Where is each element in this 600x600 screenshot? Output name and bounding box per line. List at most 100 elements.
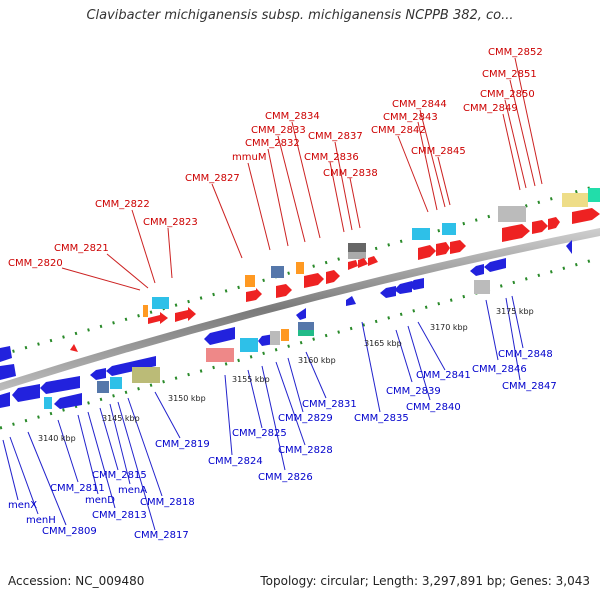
- gene-box[interactable]: [270, 331, 280, 345]
- gene-arrow[interactable]: [484, 258, 506, 272]
- gene-box[interactable]: [588, 188, 600, 202]
- gene-box[interactable]: [442, 223, 456, 235]
- gene-label[interactable]: menA: [118, 485, 147, 496]
- gene-box[interactable]: [281, 329, 289, 341]
- gene-label[interactable]: CMM_2848: [498, 349, 553, 360]
- gene-label[interactable]: CMM_2813: [92, 510, 147, 521]
- gene-arrow[interactable]: [12, 384, 40, 402]
- gene-box[interactable]: [271, 266, 284, 278]
- gene-label[interactable]: CMM_2809: [42, 526, 97, 537]
- reverse-gene-glyphs[interactable]: [0, 240, 572, 409]
- gene-label[interactable]: CMM_2821: [54, 243, 109, 254]
- gene-label[interactable]: CMM_2842: [371, 125, 426, 136]
- gene-arrow[interactable]: [204, 327, 235, 345]
- gene-arrow[interactable]: [532, 220, 548, 234]
- gene-arrow[interactable]: [175, 307, 196, 322]
- gene-box[interactable]: [562, 193, 588, 207]
- gene-label[interactable]: CMM_2819: [155, 439, 210, 450]
- gene-arrow[interactable]: [246, 288, 262, 302]
- gene-arrow[interactable]: [394, 281, 412, 294]
- gene-box[interactable]: [298, 330, 314, 336]
- gene-arrow[interactable]: [276, 284, 292, 298]
- gene-label[interactable]: CMM_2851: [482, 69, 537, 80]
- gene-label[interactable]: CMM_2833: [251, 125, 306, 136]
- gene-arrow[interactable]: [450, 240, 466, 254]
- gene-label[interactable]: CMM_2826: [258, 472, 313, 483]
- gene-label[interactable]: CMM_2846: [472, 364, 527, 375]
- gene-box[interactable]: [132, 367, 160, 383]
- gene-label[interactable]: CMM_2829: [278, 413, 333, 424]
- gene-label[interactable]: CMM_2845: [411, 146, 466, 157]
- gene-label[interactable]: CMM_2850: [480, 89, 535, 100]
- gene-arrow[interactable]: [358, 258, 368, 268]
- gene-label[interactable]: CMM_2835: [354, 413, 409, 424]
- gene-arrow[interactable]: [418, 245, 436, 260]
- gene-arrow[interactable]: [54, 393, 82, 409]
- gene-arrow[interactable]: [368, 256, 378, 266]
- gene-label[interactable]: menX: [8, 500, 37, 511]
- gene-arrow[interactable]: [408, 278, 424, 290]
- gene-label[interactable]: CMM_2825: [232, 428, 287, 439]
- gene-arrow[interactable]: [548, 217, 560, 230]
- gene-label[interactable]: CMM_2849: [463, 103, 518, 114]
- gene-box[interactable]: [296, 262, 304, 274]
- gene-label[interactable]: CMM_2832: [245, 138, 300, 149]
- gene-arrow[interactable]: [380, 286, 396, 298]
- gene-label[interactable]: CMM_2823: [143, 217, 198, 228]
- gene-label[interactable]: CMM_2844: [392, 99, 447, 110]
- gene-arrow[interactable]: [0, 346, 12, 362]
- gene-label[interactable]: CMM_2836: [304, 152, 359, 163]
- gene-box[interactable]: [44, 397, 52, 409]
- gene-box[interactable]: [143, 305, 148, 317]
- gene-arrow[interactable]: [0, 364, 16, 380]
- gene-label[interactable]: CMM_2818: [140, 497, 195, 508]
- gene-box[interactable]: [110, 377, 122, 389]
- gene-label[interactable]: CMM_2822: [95, 199, 150, 210]
- gene-arrow[interactable]: [326, 270, 340, 284]
- gene-arrow[interactable]: [90, 368, 106, 380]
- gene-label[interactable]: CMM_2824: [208, 456, 263, 467]
- gene-label[interactable]: CMM_2840: [406, 402, 461, 413]
- gene-label[interactable]: CMM_2811: [50, 483, 105, 494]
- gene-label[interactable]: menD: [85, 495, 115, 506]
- gene-box[interactable]: [474, 280, 490, 294]
- gene-arrow[interactable]: [148, 312, 168, 324]
- gene-box[interactable]: [206, 348, 234, 362]
- gene-label[interactable]: CMM_2834: [265, 111, 320, 122]
- gene-arrow[interactable]: [436, 242, 450, 256]
- gene-arrow[interactable]: [502, 224, 530, 242]
- gene-arrow[interactable]: [470, 264, 484, 276]
- gene-arrow[interactable]: [40, 376, 80, 394]
- gene-arrow[interactable]: [296, 308, 306, 320]
- gene-box[interactable]: [152, 297, 169, 309]
- gene-label[interactable]: CMM_2841: [416, 370, 471, 381]
- gene-label[interactable]: CMM_2838: [323, 168, 378, 179]
- gene-label[interactable]: CMM_2828: [278, 445, 333, 456]
- gene-label[interactable]: CMM_2831: [302, 399, 357, 410]
- gene-label[interactable]: CMM_2847: [502, 381, 557, 392]
- gene-label[interactable]: menH: [26, 515, 56, 526]
- gene-arrow[interactable]: [572, 208, 600, 224]
- gene-box[interactable]: [412, 228, 430, 240]
- gene-arrow[interactable]: [304, 273, 324, 288]
- gene-label[interactable]: CMM_2815: [92, 470, 147, 481]
- gene-label[interactable]: CMM_2852: [488, 47, 543, 58]
- gene-label[interactable]: CMM_2827: [185, 173, 240, 184]
- gene-arrow[interactable]: [0, 392, 10, 408]
- gene-label[interactable]: CMM_2839: [386, 386, 441, 397]
- gene-box[interactable]: [97, 381, 109, 393]
- gene-box[interactable]: [348, 252, 366, 259]
- gene-arrow[interactable]: [346, 296, 356, 306]
- gene-arrow[interactable]: [70, 344, 78, 352]
- gene-box[interactable]: [240, 338, 258, 352]
- gene-label[interactable]: CMM_2820: [8, 258, 63, 269]
- gene-arrow[interactable]: [566, 240, 572, 254]
- gene-arrow[interactable]: [348, 260, 358, 270]
- gene-label[interactable]: CMM_2843: [383, 112, 438, 123]
- gene-label[interactable]: CMM_2817: [134, 530, 189, 541]
- forward-gene-glyphs[interactable]: [70, 188, 600, 352]
- gene-label[interactable]: mmuM: [232, 152, 266, 163]
- gene-box[interactable]: [245, 275, 255, 287]
- gene-label[interactable]: CMM_2837: [308, 131, 363, 142]
